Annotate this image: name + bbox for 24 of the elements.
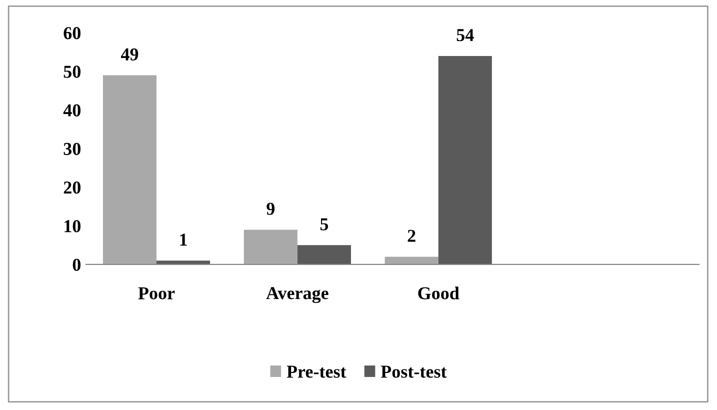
data-label: 5 [320,218,328,230]
data-label: 54 [456,29,474,42]
y-tick-label: 20 [64,181,80,194]
bar [384,256,438,264]
y-tick-label: 40 [63,104,80,116]
data-label: 2 [408,230,416,242]
bar [156,260,210,264]
x-tick-label: Average [266,287,328,304]
y-tick-label: 60 [64,27,80,40]
data-label: 1 [180,234,187,246]
y-tick-label: 50 [64,66,80,78]
y-tick-label: 30 [64,142,80,156]
data-label: 49 [120,48,138,60]
legend-label: Pre-test [286,366,346,378]
bar [438,56,492,264]
y-tick-label: 10 [64,220,80,232]
data-label: 9 [266,202,275,215]
bar [102,75,157,264]
x-tick-label: Poor [138,287,175,300]
bar [244,230,298,264]
x-tick-label: Good [418,286,460,300]
y-tick-label: 0 [72,258,80,271]
bar [297,245,351,264]
legend-label: Post-test [380,366,447,378]
